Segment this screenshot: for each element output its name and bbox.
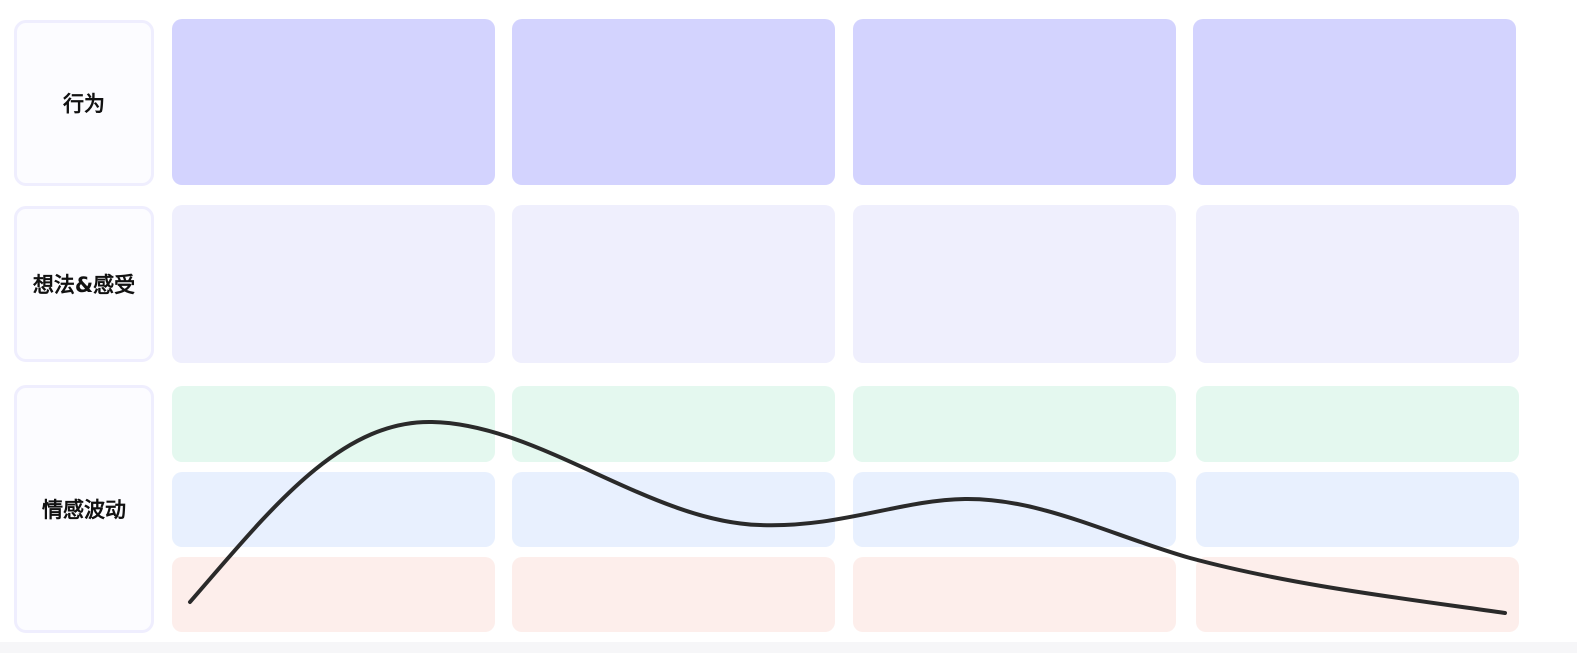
row-label-thoughts-text: 想法&感受 [32, 273, 136, 297]
emotion-negative-cell-3 [853, 557, 1176, 632]
row-label-thoughts: 想法&感受 [14, 206, 154, 362]
behavior-cell-3[interactable] [853, 19, 1176, 185]
thought-cell-2[interactable] [512, 205, 835, 363]
row-label-behavior: 行为 [14, 20, 154, 186]
row-label-emotion-text: 情感波动 [42, 498, 126, 522]
row-label-emotion: 情感波动 [14, 385, 154, 633]
emotion-positive-cell-2 [512, 386, 835, 462]
thought-cell-3[interactable] [853, 205, 1176, 363]
emotion-neutral-cell-4 [1196, 472, 1519, 547]
emotion-neutral-cell-2 [512, 472, 835, 547]
thought-cell-4[interactable] [1196, 205, 1519, 363]
emotion-negative-cell-4 [1196, 557, 1519, 632]
bottom-edge [0, 642, 1577, 653]
row-label-behavior-text: 行为 [63, 92, 105, 116]
thought-cell-1[interactable] [172, 205, 495, 363]
emotion-negative-cell-1 [172, 557, 495, 632]
behavior-cell-2[interactable] [512, 19, 835, 185]
emotion-neutral-cell-1 [172, 472, 495, 547]
behavior-cell-1[interactable] [172, 19, 495, 185]
emotion-positive-cell-3 [853, 386, 1176, 462]
emotion-neutral-cell-3 [853, 472, 1176, 547]
emotion-positive-cell-1 [172, 386, 495, 462]
emotion-negative-cell-2 [512, 557, 835, 632]
behavior-cell-4[interactable] [1193, 19, 1516, 185]
emotion-positive-cell-4 [1196, 386, 1519, 462]
